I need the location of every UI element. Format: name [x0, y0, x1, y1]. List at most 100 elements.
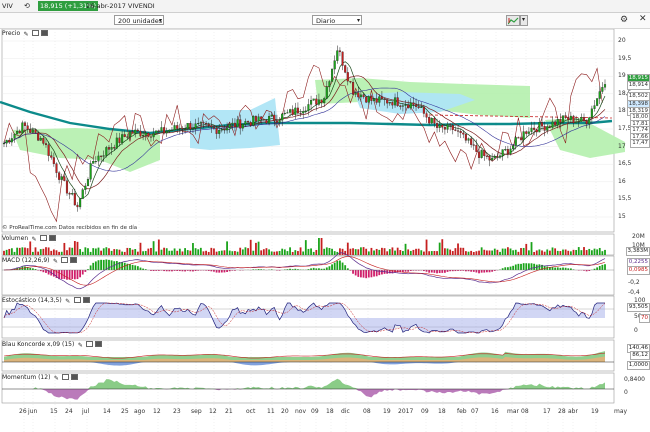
volume-bar [108, 248, 110, 255]
volume-bar [260, 250, 263, 255]
macd-histogram-bar [189, 270, 192, 272]
macd-signal-value-label: 0,0985 [626, 266, 650, 275]
period-select[interactable]: Diario ▾ [312, 15, 362, 25]
macd-histogram-bar [105, 259, 108, 270]
volume-bar [375, 248, 378, 255]
macd-histogram-bar [39, 270, 42, 272]
volume-bar [504, 248, 507, 255]
koncorde-value-label: 1,0000 [626, 361, 650, 370]
wrench-icon[interactable]: ✎ [65, 298, 71, 305]
volume-bar [522, 247, 525, 255]
macd-histogram-bar [459, 270, 462, 271]
close-icon[interactable]: ✕ [639, 14, 647, 24]
macd-histogram-bar [118, 261, 121, 270]
volume-bar [564, 249, 567, 255]
candle [428, 117, 431, 124]
chart-area[interactable] [0, 29, 650, 432]
macd-histogram-bar [134, 265, 137, 270]
wrench-icon[interactable]: ✎ [53, 375, 59, 382]
maximize-icon[interactable] [49, 235, 57, 241]
volume-bar [483, 249, 486, 255]
volume-bar [100, 250, 103, 255]
koncorde-blue-area [4, 362, 605, 366]
macd-histogram-bar [333, 262, 336, 270]
volume-bar [18, 247, 21, 255]
units-select[interactable]: 200 unidades ▾ [114, 15, 164, 25]
macd-histogram-bar [207, 270, 210, 271]
macd-histogram-bar [173, 270, 176, 271]
candle [399, 105, 402, 107]
volume-bar [546, 249, 549, 255]
candle [71, 193, 74, 195]
blau-title-text: Blau Koncorde x,09 (15) [2, 341, 75, 348]
macd-histogram-bar [168, 270, 171, 272]
window-icon[interactable] [40, 235, 48, 241]
maximize-icon[interactable] [41, 30, 49, 36]
macd-histogram-bar [604, 264, 606, 270]
volume-bar [488, 250, 491, 255]
volume-bar [178, 248, 181, 255]
date-axis-label: 09 [421, 408, 429, 415]
stoch-k-line [3, 302, 605, 334]
volume-bar [420, 250, 423, 255]
candle [588, 117, 591, 125]
macd-histogram-bar [278, 270, 281, 271]
macd-histogram-bar [551, 267, 554, 270]
macd-histogram-bar [210, 270, 213, 272]
candle [191, 128, 195, 130]
price-change-badge: 18,915 (+1,31%) [38, 1, 98, 11]
window-icon[interactable] [86, 341, 94, 347]
wrench-icon[interactable]: ✎ [23, 31, 29, 38]
maximize-icon[interactable] [71, 374, 79, 380]
macd-histogram-bar [373, 270, 375, 277]
maximize-icon[interactable] [70, 257, 78, 263]
macd-histogram-bar [270, 269, 273, 270]
volume-bar [236, 251, 239, 255]
candle [173, 125, 176, 131]
candle [302, 111, 305, 114]
volume-bar [391, 247, 394, 255]
window-icon[interactable] [62, 374, 70, 380]
macd-histogram-bar [470, 270, 473, 272]
volume-bar [105, 247, 108, 255]
maximize-icon[interactable] [82, 297, 90, 303]
volume-bar [506, 247, 509, 255]
candle [393, 97, 397, 106]
candle [210, 125, 213, 128]
wrench-icon[interactable]: ✎ [52, 258, 58, 265]
volume-bar [66, 250, 68, 255]
maximize-icon[interactable] [95, 341, 103, 347]
chevron-down-icon: ▾ [522, 16, 526, 23]
candle [333, 60, 336, 70]
candle [215, 127, 218, 134]
refresh-icon[interactable]: ⟲ [24, 2, 30, 10]
volume-bar [5, 249, 8, 255]
wrench-icon[interactable]: ✎ [77, 342, 83, 349]
candle [530, 127, 533, 132]
window-icon[interactable] [61, 257, 69, 263]
macd-histogram-bar [436, 270, 438, 274]
volume-bar [433, 250, 436, 255]
macd-histogram-bar [559, 267, 562, 270]
macd-histogram-bar [205, 270, 207, 271]
candle [144, 132, 147, 136]
gear-icon[interactable]: ⚙ [620, 15, 629, 25]
wrench-icon[interactable]: ✎ [31, 236, 37, 243]
window-icon[interactable] [73, 297, 81, 303]
macd-histogram-bar [79, 270, 82, 278]
macd-histogram-bar [504, 267, 507, 270]
window-icon[interactable] [32, 30, 40, 36]
volume-bar [210, 247, 213, 255]
volume-bar [283, 249, 286, 255]
volume-bar [575, 250, 578, 255]
macd-histogram-bar [165, 270, 168, 272]
chart-type-dropdown[interactable]: ▾ [520, 15, 528, 26]
data-source-note: © ProRealTime.com Datos recibidos en fin… [2, 225, 138, 231]
candle [205, 122, 208, 125]
volume-bar [202, 251, 205, 255]
volume-bar [186, 250, 189, 255]
candle [97, 155, 100, 162]
candle [548, 126, 551, 128]
macd-histogram-bar [255, 269, 257, 270]
chart-type-button[interactable] [506, 15, 520, 26]
